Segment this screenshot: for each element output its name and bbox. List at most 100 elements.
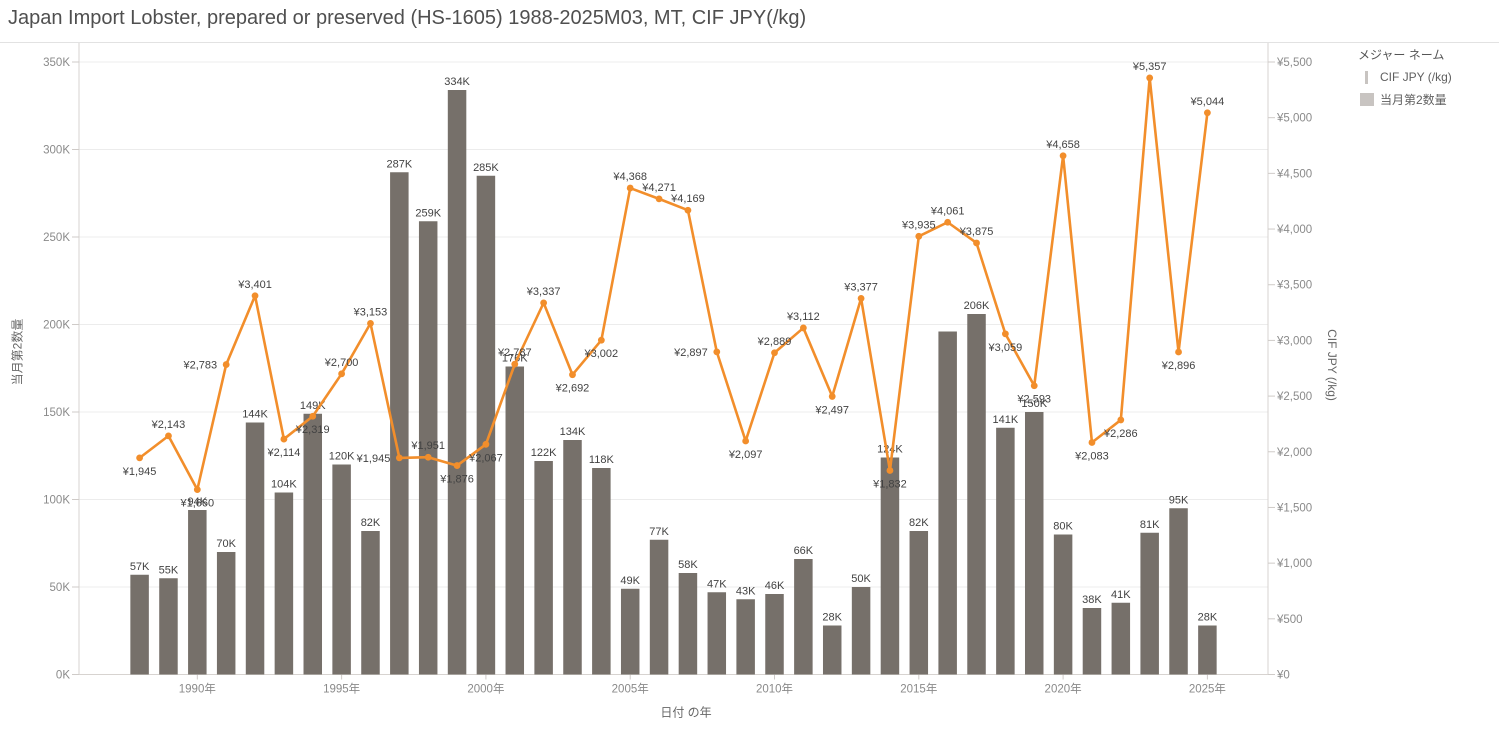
bar-2010[interactable] [765, 594, 784, 675]
bar-label: 259K [415, 207, 441, 219]
line-point-2025[interactable] [1203, 109, 1211, 117]
line-point-1996[interactable] [367, 319, 374, 327]
line-point-1992[interactable] [251, 292, 259, 300]
bar-2025[interactable] [1198, 625, 1217, 675]
bar-2023[interactable] [1140, 532, 1159, 675]
line-point-label: ¥2,097 [728, 449, 763, 461]
y-right-tick-label: ¥0 [1276, 670, 1290, 682]
bar-2000[interactable] [476, 175, 496, 675]
bar-2009[interactable] [736, 599, 755, 675]
bar-2007[interactable] [678, 573, 698, 675]
bar-1998[interactable] [418, 221, 438, 675]
line-point-label: ¥2,319 [295, 424, 330, 436]
line-point-2011[interactable] [799, 324, 807, 332]
y-left-tick-label: 100K [43, 495, 70, 507]
bar-2015[interactable] [909, 531, 929, 675]
bar-2024[interactable] [1169, 508, 1188, 675]
legend-item-quantity[interactable]: 当月第2数量 [1358, 91, 1488, 108]
line-point-label: ¥2,593 [1016, 394, 1051, 406]
bar-2006[interactable] [649, 539, 669, 675]
bar-2014[interactable] [880, 457, 900, 675]
line-point-1994[interactable] [309, 412, 317, 420]
line-point-2006[interactable] [655, 195, 663, 203]
line-point-label: ¥3,377 [843, 281, 878, 293]
bar-label: 82K [361, 517, 381, 529]
right-axis-title: CIF JPY (/kg) [1325, 329, 1339, 401]
line-point-2016[interactable] [944, 218, 952, 226]
bar-1993[interactable] [274, 492, 294, 675]
bar-1988[interactable] [130, 574, 149, 675]
bar-2004[interactable] [592, 468, 611, 675]
bar-1995[interactable] [332, 464, 351, 675]
bar-2013[interactable] [851, 587, 871, 675]
bar-1996[interactable] [361, 531, 380, 675]
line-point-1995[interactable] [338, 370, 346, 378]
line-point-2009[interactable] [742, 437, 750, 445]
bar-label: 58K [678, 559, 698, 571]
bar-1992[interactable] [245, 422, 265, 675]
bar-1991[interactable] [216, 552, 236, 675]
line-point-2019[interactable] [1030, 382, 1038, 390]
x-axis-title: 日付 の年 [660, 705, 712, 720]
bar-2002[interactable] [534, 461, 553, 675]
line-point-2015[interactable] [915, 232, 923, 240]
line-point-2018[interactable] [1001, 330, 1009, 338]
line-point-2024[interactable] [1175, 348, 1182, 356]
line-point-label: ¥1,660 [179, 498, 214, 510]
bar-2018[interactable] [996, 427, 1015, 675]
legend-item-cif-jpy[interactable]: CIF JPY (/kg) [1358, 70, 1488, 84]
bar-2019[interactable] [1024, 412, 1044, 675]
line-point-2023[interactable] [1146, 74, 1154, 82]
line-point-label: ¥1,832 [872, 478, 907, 490]
line-point-1989[interactable] [165, 432, 172, 440]
line-point-2021[interactable] [1088, 439, 1096, 446]
bar-2022[interactable] [1111, 602, 1131, 675]
line-point-2014[interactable] [886, 467, 894, 474]
line-point-1998[interactable] [424, 453, 432, 461]
line-point-2012[interactable] [828, 393, 836, 400]
line-point-2000[interactable] [482, 440, 490, 448]
price-line[interactable] [138, 76, 1209, 491]
bar-label: 149K [300, 400, 326, 412]
bar-2005[interactable] [620, 588, 640, 675]
line-point-1991[interactable] [222, 361, 230, 368]
y-left-tick-label: 50K [50, 582, 71, 594]
y-right-tick-label: ¥3,500 [1276, 280, 1312, 292]
x-tick-label: 2005年 [612, 682, 649, 696]
line-point-1988[interactable] [136, 454, 144, 462]
bar-2020[interactable] [1053, 534, 1073, 675]
bar-2017[interactable] [967, 314, 986, 675]
line-point-2017[interactable] [973, 239, 980, 247]
line-point-2003[interactable] [569, 371, 576, 379]
line-point-1999[interactable] [453, 462, 461, 469]
bar-2011[interactable] [794, 559, 813, 675]
y-right-tick-label: ¥2,000 [1276, 447, 1312, 459]
bar-1994[interactable] [303, 413, 323, 675]
bar-2021[interactable] [1082, 608, 1102, 675]
line-point-2005[interactable] [626, 184, 634, 192]
line-point-label: ¥1,945 [122, 466, 157, 478]
title-divider [0, 42, 1499, 43]
line-point-2020[interactable] [1059, 152, 1067, 160]
bar-2012[interactable] [822, 625, 842, 675]
line-point-2004[interactable] [597, 336, 605, 344]
bar-2003[interactable] [563, 440, 582, 675]
line-point-2007[interactable] [684, 206, 692, 214]
bar-2001[interactable] [505, 366, 525, 675]
line-point-2001[interactable] [511, 360, 519, 368]
line-point-1990[interactable] [193, 486, 201, 494]
bar-1997[interactable] [390, 172, 409, 675]
line-point-2002[interactable] [540, 299, 548, 307]
line-point-2008[interactable] [713, 348, 721, 356]
chart-title: Japan Import Lobster, prepared or preser… [8, 7, 807, 29]
bar-2016[interactable] [938, 331, 957, 675]
line-point-1993[interactable] [280, 435, 288, 443]
line-point-2010[interactable] [771, 349, 778, 357]
line-point-2022[interactable] [1117, 416, 1125, 424]
bar-1989[interactable] [159, 578, 178, 675]
bar-1990[interactable] [188, 510, 207, 675]
line-point-2013[interactable] [857, 295, 865, 302]
bar-1999[interactable] [447, 90, 467, 675]
bar-2008[interactable] [707, 592, 727, 675]
line-point-1997[interactable] [395, 454, 403, 462]
